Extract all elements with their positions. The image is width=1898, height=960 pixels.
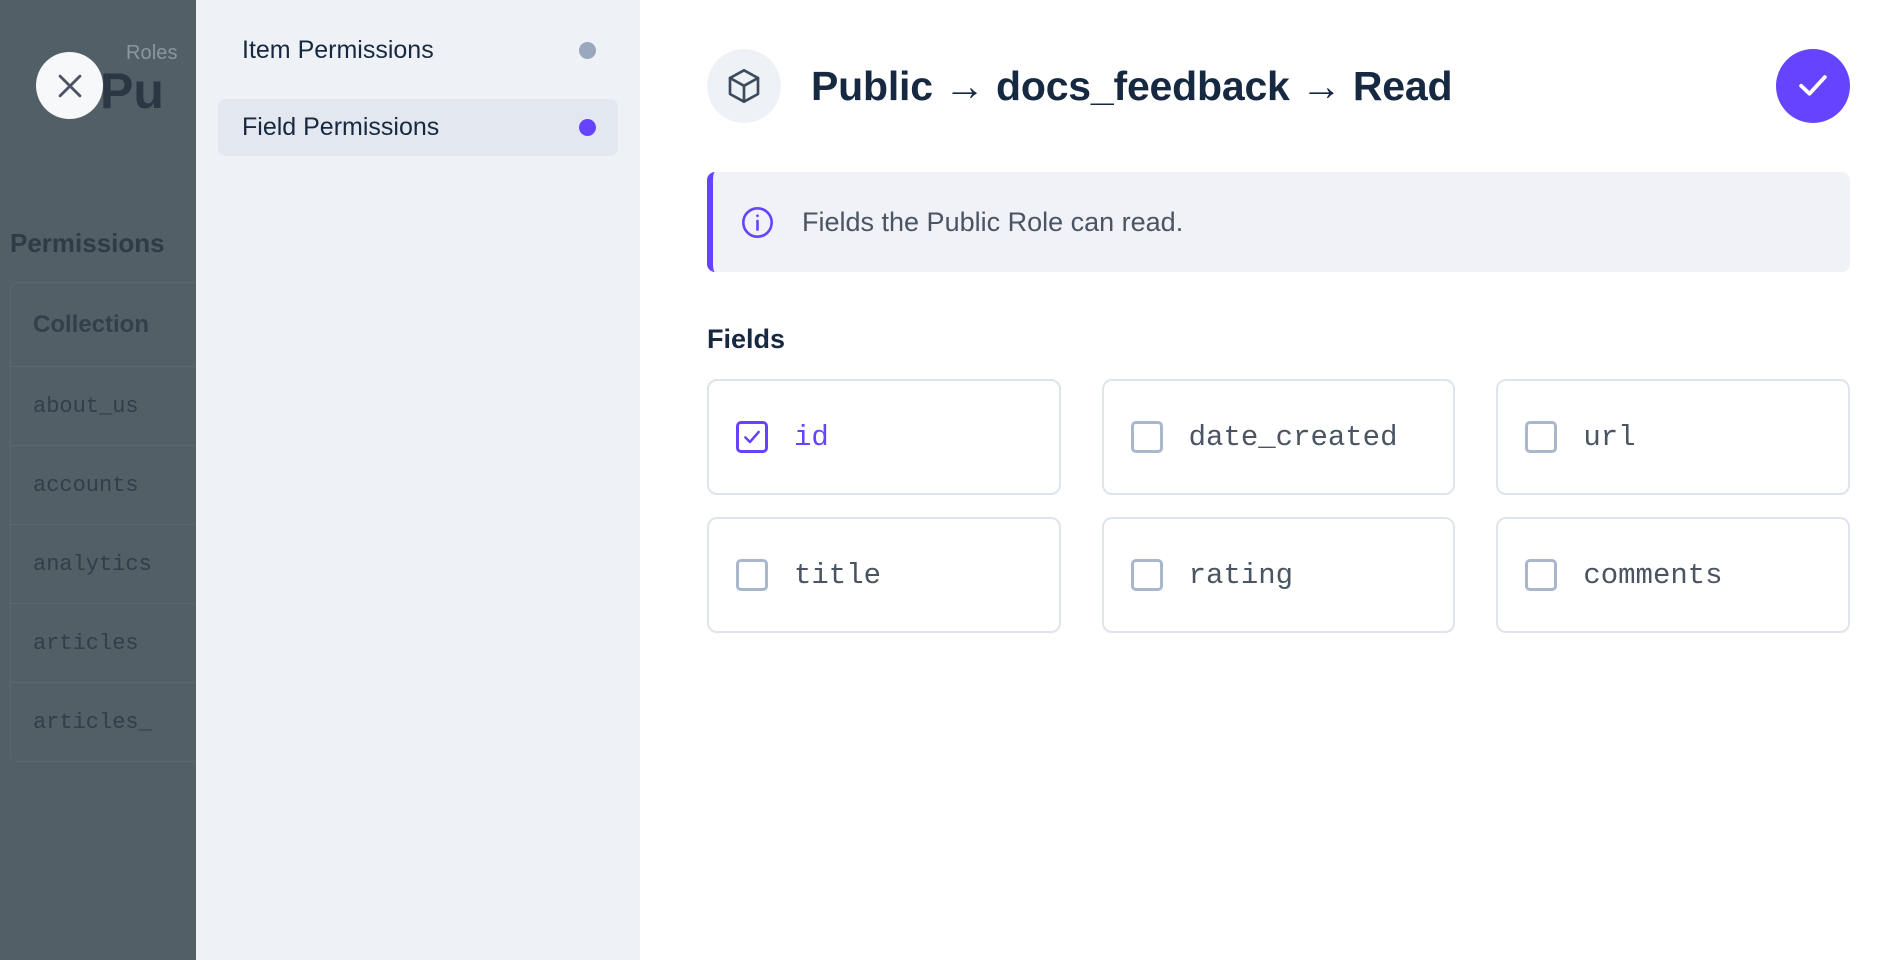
drawer-header: Public → docs_feedback → Read [640, 0, 1898, 172]
table-row: articles_ [11, 683, 196, 762]
check-icon [1794, 66, 1832, 107]
drawer-content: Fields the Public Role can read. Fields … [640, 172, 1898, 633]
field-checkbox-date-created[interactable]: date_created [1101, 379, 1456, 495]
box-icon [707, 49, 781, 123]
fields-section-label: Fields [707, 324, 786, 354]
field-label: url [1583, 420, 1636, 454]
permissions-table: Collection about_us accounts analytics a… [10, 282, 196, 762]
info-notice: Fields the Public Role can read. [707, 172, 1850, 272]
info-icon [739, 204, 776, 241]
sidebar-item-field-permissions[interactable]: Field Permissions [218, 99, 618, 156]
checkbox-icon [736, 421, 768, 453]
table-row: accounts [11, 446, 196, 525]
sidebar-item-label: Field Permissions [242, 113, 440, 141]
table-row: analytics [11, 525, 196, 604]
field-label: rating [1188, 558, 1294, 592]
table-row: about_us [11, 367, 196, 446]
field-label: id [794, 420, 829, 454]
drawer-title: Public → docs_feedback → Read [811, 62, 1453, 109]
permissions-heading: Permissions [10, 228, 165, 258]
field-label: title [794, 558, 882, 592]
field-checkbox-url[interactable]: url [1496, 379, 1850, 495]
checkbox-icon [1130, 559, 1163, 591]
dimmed-background-page: Roles Pu Permissions Collection about_us… [0, 0, 196, 960]
status-dot [579, 42, 596, 59]
sidebar-item-label: Item Permissions [242, 36, 434, 64]
field-checkbox-comments[interactable]: comments [1496, 517, 1850, 633]
close-drawer-button[interactable] [36, 52, 103, 119]
info-notice-text: Fields the Public Role can read. [802, 206, 1184, 237]
field-label: comments [1583, 558, 1723, 592]
field-label: date_created [1188, 420, 1398, 454]
checkbox-icon [1525, 421, 1558, 453]
status-dot [579, 119, 596, 136]
page-title: Pu [100, 63, 164, 119]
drawer-main-panel: Public → docs_feedback → Read [640, 0, 1898, 960]
checkbox-icon [736, 559, 768, 591]
breadcrumb: Roles [126, 42, 178, 64]
save-button[interactable] [1776, 49, 1850, 123]
close-icon [53, 69, 87, 103]
table-row: articles [11, 604, 196, 683]
sidebar-item-item-permissions[interactable]: Item Permissions [218, 22, 618, 79]
field-checkbox-title[interactable]: title [707, 517, 1061, 633]
checkbox-icon [1130, 421, 1163, 453]
checkbox-icon [1525, 559, 1558, 591]
field-checkbox-id[interactable]: id [707, 379, 1061, 495]
drawer-sidebar: Item Permissions Field Permissions [196, 0, 640, 960]
fields-grid: id date_created [707, 379, 1850, 633]
table-column-header: Collection [11, 283, 196, 367]
field-checkbox-rating[interactable]: rating [1101, 517, 1456, 633]
